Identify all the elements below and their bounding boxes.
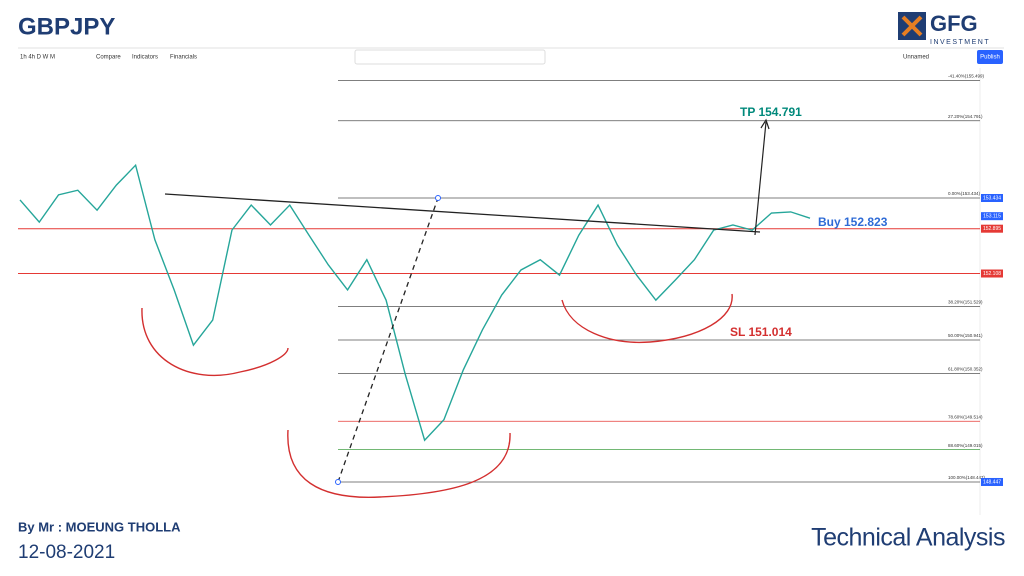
fib-label: 0.00%(153.434): [948, 191, 981, 196]
caption: Technical Analysis: [811, 524, 1005, 552]
y-tick-label: 153.434: [983, 195, 1001, 201]
financials[interactable]: Financials: [170, 55, 197, 61]
drawing-toolbar: [354, 49, 546, 65]
plot: -41.40%(155.499) 27.20%(154.791) 0.00%(153…: [18, 74, 1003, 486]
logo-cross: [901, 15, 923, 37]
y-tick-label: 152.108: [983, 271, 1001, 277]
fib-label: 61.80%(150.352): [948, 367, 983, 372]
fib-label: 38.20%(151.529): [948, 300, 983, 305]
fib-label: 88.60%(149.015): [948, 443, 983, 448]
price-tag: [981, 477, 1003, 486]
fib-label: 78.60%(149.514): [948, 414, 983, 419]
hand-curve: [561, 293, 733, 344]
fib-label: 50.00%(150.941): [948, 333, 983, 338]
author: By Mr : MOEUNG THOLLA: [18, 519, 181, 534]
fib-label: 100.00%(148.447): [948, 475, 986, 480]
buy-label: Buy 152.823: [818, 215, 888, 229]
anchor-point: [335, 479, 341, 485]
fib-label: 27.20%(154.791): [948, 114, 983, 119]
anchor-point: [435, 195, 441, 201]
sl-label: SL 151.014: [730, 325, 792, 339]
tp-arrow: [754, 121, 767, 236]
publish-label[interactable]: Publish: [980, 55, 1000, 61]
hand-curve: [141, 307, 289, 377]
hand-curve: [287, 429, 511, 498]
compare[interactable]: Compare: [96, 55, 121, 61]
publish-button[interactable]: [977, 50, 1003, 64]
trend-line: [164, 193, 761, 233]
price-line: [19, 163, 811, 442]
fib-label: -41.40%(155.499): [948, 74, 985, 79]
title: GBPJPY: [18, 13, 115, 40]
y-tick-label: 152.895: [983, 226, 1001, 232]
date: 12-08-2021: [18, 542, 115, 563]
layout-name[interactable]: Unnamed: [903, 55, 929, 61]
tp-label: TP 154.791: [740, 105, 802, 119]
intervals[interactable]: 1h 4h D W M: [20, 55, 55, 61]
y-tick-label: 148.447: [983, 479, 1001, 485]
price-tag: [981, 194, 1003, 203]
logo-sub: INVESTMENT: [930, 39, 990, 46]
logo-text: GFG: [930, 11, 978, 36]
price-tag: [981, 269, 1003, 278]
price-tag: [981, 224, 1003, 233]
indicators[interactable]: Indicators: [132, 55, 158, 61]
tp-arrow-head: [760, 118, 770, 130]
price-tag: [981, 212, 1003, 221]
y-tick-label: 153.115: [983, 213, 1001, 219]
